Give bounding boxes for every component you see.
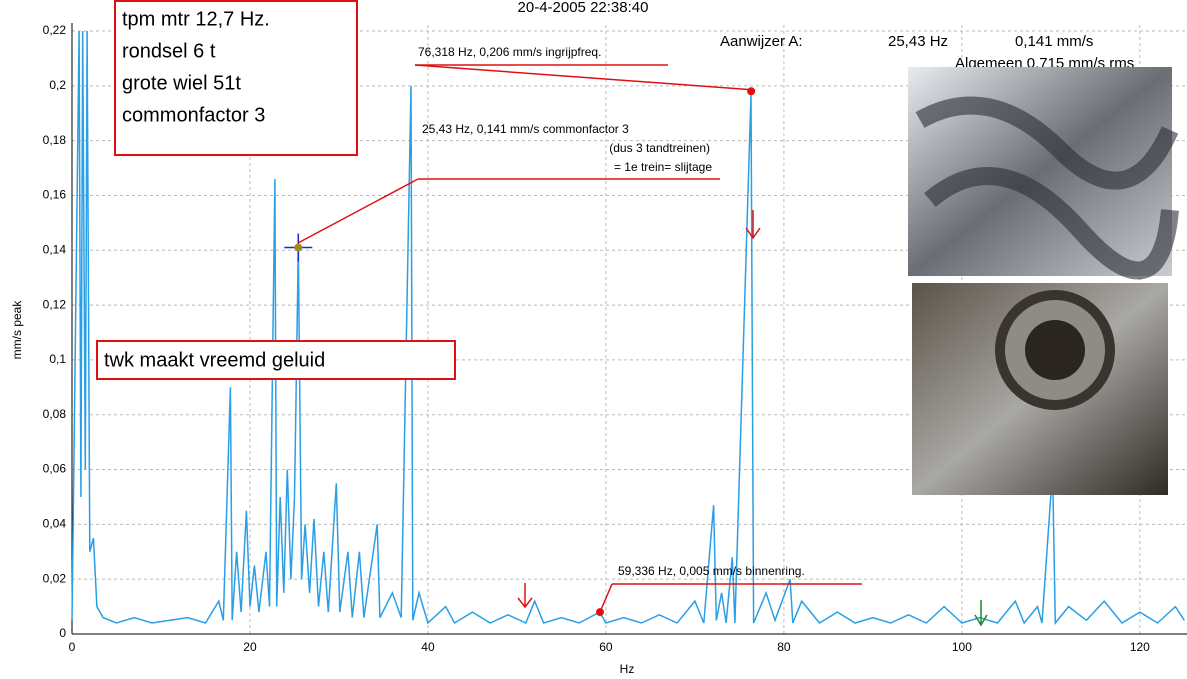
marker	[747, 87, 756, 96]
annotation: = 1e trein= slijtage	[614, 160, 712, 174]
y-tick-label: 0	[59, 626, 66, 640]
cursor-freq: 25,43 Hz	[888, 33, 948, 50]
x-tick-label: 20	[243, 640, 257, 654]
y-tick-label: 0,08	[43, 407, 67, 421]
note-box	[96, 340, 456, 380]
note: tpm mtr 12,7 Hz.	[122, 8, 270, 30]
y-tick-label: 0,12	[43, 297, 67, 311]
x-tick-label: 100	[952, 640, 972, 654]
x-tick-label: 80	[777, 640, 791, 654]
x-tick-label: 60	[599, 640, 613, 654]
marker	[596, 608, 605, 617]
arrow	[517, 583, 533, 609]
annotation: 59,336 Hz, 0,005 mm/s binnenring.	[618, 564, 805, 578]
photo	[908, 67, 1179, 280]
y-tick-label: 0,04	[43, 517, 67, 531]
leader	[297, 178, 419, 244]
arrow	[745, 210, 761, 240]
y-tick-label: 0,02	[43, 571, 67, 585]
note-box	[114, 0, 358, 156]
plot: 0 0,02 0,04 0,06 0,08 0,1 0,12 0,14 0,16 0,18 0,2 0…	[43, 23, 1187, 654]
cursor-dot	[294, 243, 303, 252]
annotation: 25,43 Hz, 0,141 mm/s commonfactor 3	[422, 122, 629, 136]
x-axis-label: Hz	[620, 662, 635, 676]
y-tick-label: 0,22	[43, 23, 67, 37]
cursor-amp: 0,141 mm/s	[1015, 33, 1093, 50]
note: grote wiel 51t	[122, 72, 241, 94]
y-tick-label: 0,2	[49, 78, 66, 92]
leader	[414, 64, 756, 91]
chart-title: 20-4-2005 22:38:40	[518, 0, 649, 16]
y-axis-label: mm/s peak	[10, 300, 24, 360]
cursor-label: Aanwijzer A:	[720, 33, 803, 50]
y-tick-label: 0,16	[43, 188, 67, 202]
arrow	[974, 600, 988, 627]
x-tick-label: 120	[1130, 640, 1150, 654]
leader	[599, 583, 613, 613]
y-tick-label: 0,18	[43, 133, 67, 147]
note: rondsel 6 t	[122, 40, 216, 62]
note: twk maakt vreemd geluid	[104, 349, 325, 371]
annotation: 76,318 Hz, 0,206 mm/s ingrijpfreq.	[418, 45, 601, 59]
note: commonfactor 3	[122, 104, 265, 126]
y-tick-label: 0,1	[49, 352, 66, 366]
x-tick-label: 40	[421, 640, 435, 654]
spectrum-line	[71, 30, 1185, 626]
y-tick-label: 0,06	[43, 462, 67, 476]
x-tick-label: 0	[69, 640, 76, 654]
photo	[912, 283, 1168, 495]
y-tick-label: 0,14	[43, 242, 67, 256]
annotation: (dus 3 tandtreinen)	[609, 141, 710, 155]
